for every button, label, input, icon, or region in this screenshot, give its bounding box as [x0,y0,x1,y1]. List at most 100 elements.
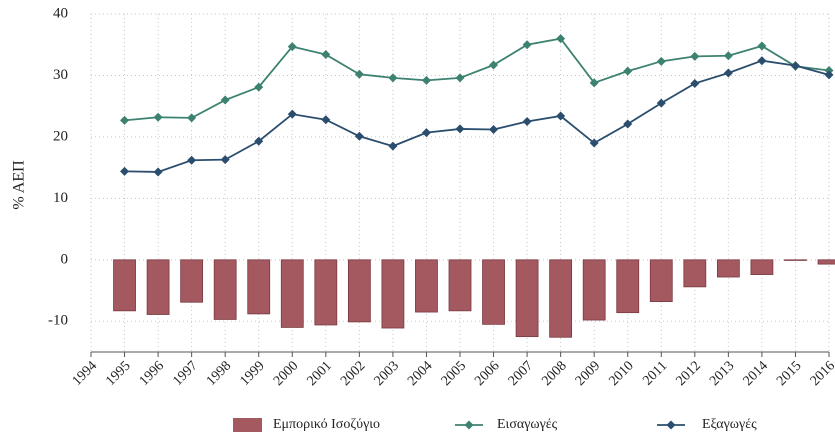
line [124,37,830,122]
marker [723,51,733,61]
marker [824,70,834,80]
bar [347,259,371,323]
x-tick-label: 2001 [305,358,335,388]
bar [716,259,740,278]
x-tick-label: 1996 [137,358,167,388]
bar [616,259,640,314]
legend-label: Εξαγωγές [702,417,757,432]
legend-label: Εμπορικό Ισοζύγιο [273,417,380,432]
marker [723,68,733,78]
x-tick-label: 2013 [707,358,737,388]
marker [489,125,499,135]
marker [556,34,566,44]
marker [790,61,800,71]
marker [421,128,431,138]
x-tick-label: 2008 [539,358,569,388]
y-tick-label: 20 [53,128,68,144]
marker [120,115,130,125]
marker [455,124,465,134]
bar [213,259,237,320]
y-axis-label: % ΑΕΠ [11,160,28,210]
bar [314,259,338,326]
marker [623,119,633,129]
bar [448,259,472,312]
x-tick-label: 1994 [70,358,100,388]
legend-swatch [464,420,474,430]
bar [180,259,204,303]
bar [415,259,438,313]
marker [321,50,331,60]
marker [354,131,364,141]
marker [220,95,230,105]
bar [381,259,405,329]
y-tick-label: 40 [53,5,68,21]
marker [153,112,163,122]
line [124,59,830,173]
marker [522,117,532,127]
x-tick-label: 2000 [271,358,301,388]
bar [146,259,170,315]
marker [187,113,197,123]
marker [321,115,331,125]
marker [388,141,398,151]
marker [656,56,666,66]
bar [515,259,539,338]
marker [287,109,297,119]
legend-swatch [233,418,262,432]
marker [656,98,666,108]
bar [113,259,136,312]
marker [757,56,767,66]
marker [220,155,230,165]
marker [254,82,264,92]
marker [589,78,599,88]
marker [187,155,197,165]
x-tick-label: 2007 [506,358,536,388]
bar [582,259,606,321]
bar [750,259,774,275]
marker [589,138,599,148]
x-tick-label: 2010 [606,358,636,388]
y-tick-label: -10 [48,313,68,329]
marker [690,51,700,61]
bar [817,259,835,265]
x-tick-label: 2009 [573,358,603,388]
marker [421,75,431,85]
marker [556,111,566,121]
x-tick-label: 2016 [808,358,835,388]
legend-swatch [666,420,676,430]
marker [254,136,264,146]
x-tick-label: 2006 [472,358,502,388]
bar [482,259,505,325]
bar [280,259,304,328]
marker [522,40,532,50]
x-tick-label: 2005 [439,358,469,388]
legend-label: Εισαγωγές [497,417,558,432]
x-tick-label: 2015 [774,358,804,388]
marker [455,73,465,83]
marker [287,42,297,52]
bar [784,259,807,261]
marker [757,41,767,51]
marker [388,73,398,83]
bar [649,259,673,303]
bar [683,259,707,288]
bar [247,259,271,315]
bar [549,259,573,338]
marker [489,60,499,70]
x-tick-label: 2014 [741,358,771,388]
marker [153,167,163,177]
marker [690,78,700,88]
x-tick-label: 2003 [372,358,402,388]
marker [623,66,633,76]
x-tick-label: 1997 [170,358,200,388]
x-tick-label: 2011 [640,358,670,388]
y-tick-label: 10 [53,190,68,206]
x-tick-label: 1998 [204,358,234,388]
x-tick-label: 2002 [338,358,368,388]
x-tick-label: 2012 [674,358,704,388]
marker [120,166,130,176]
x-tick-label: 2004 [405,358,435,388]
y-tick-label: 0 [61,251,69,267]
